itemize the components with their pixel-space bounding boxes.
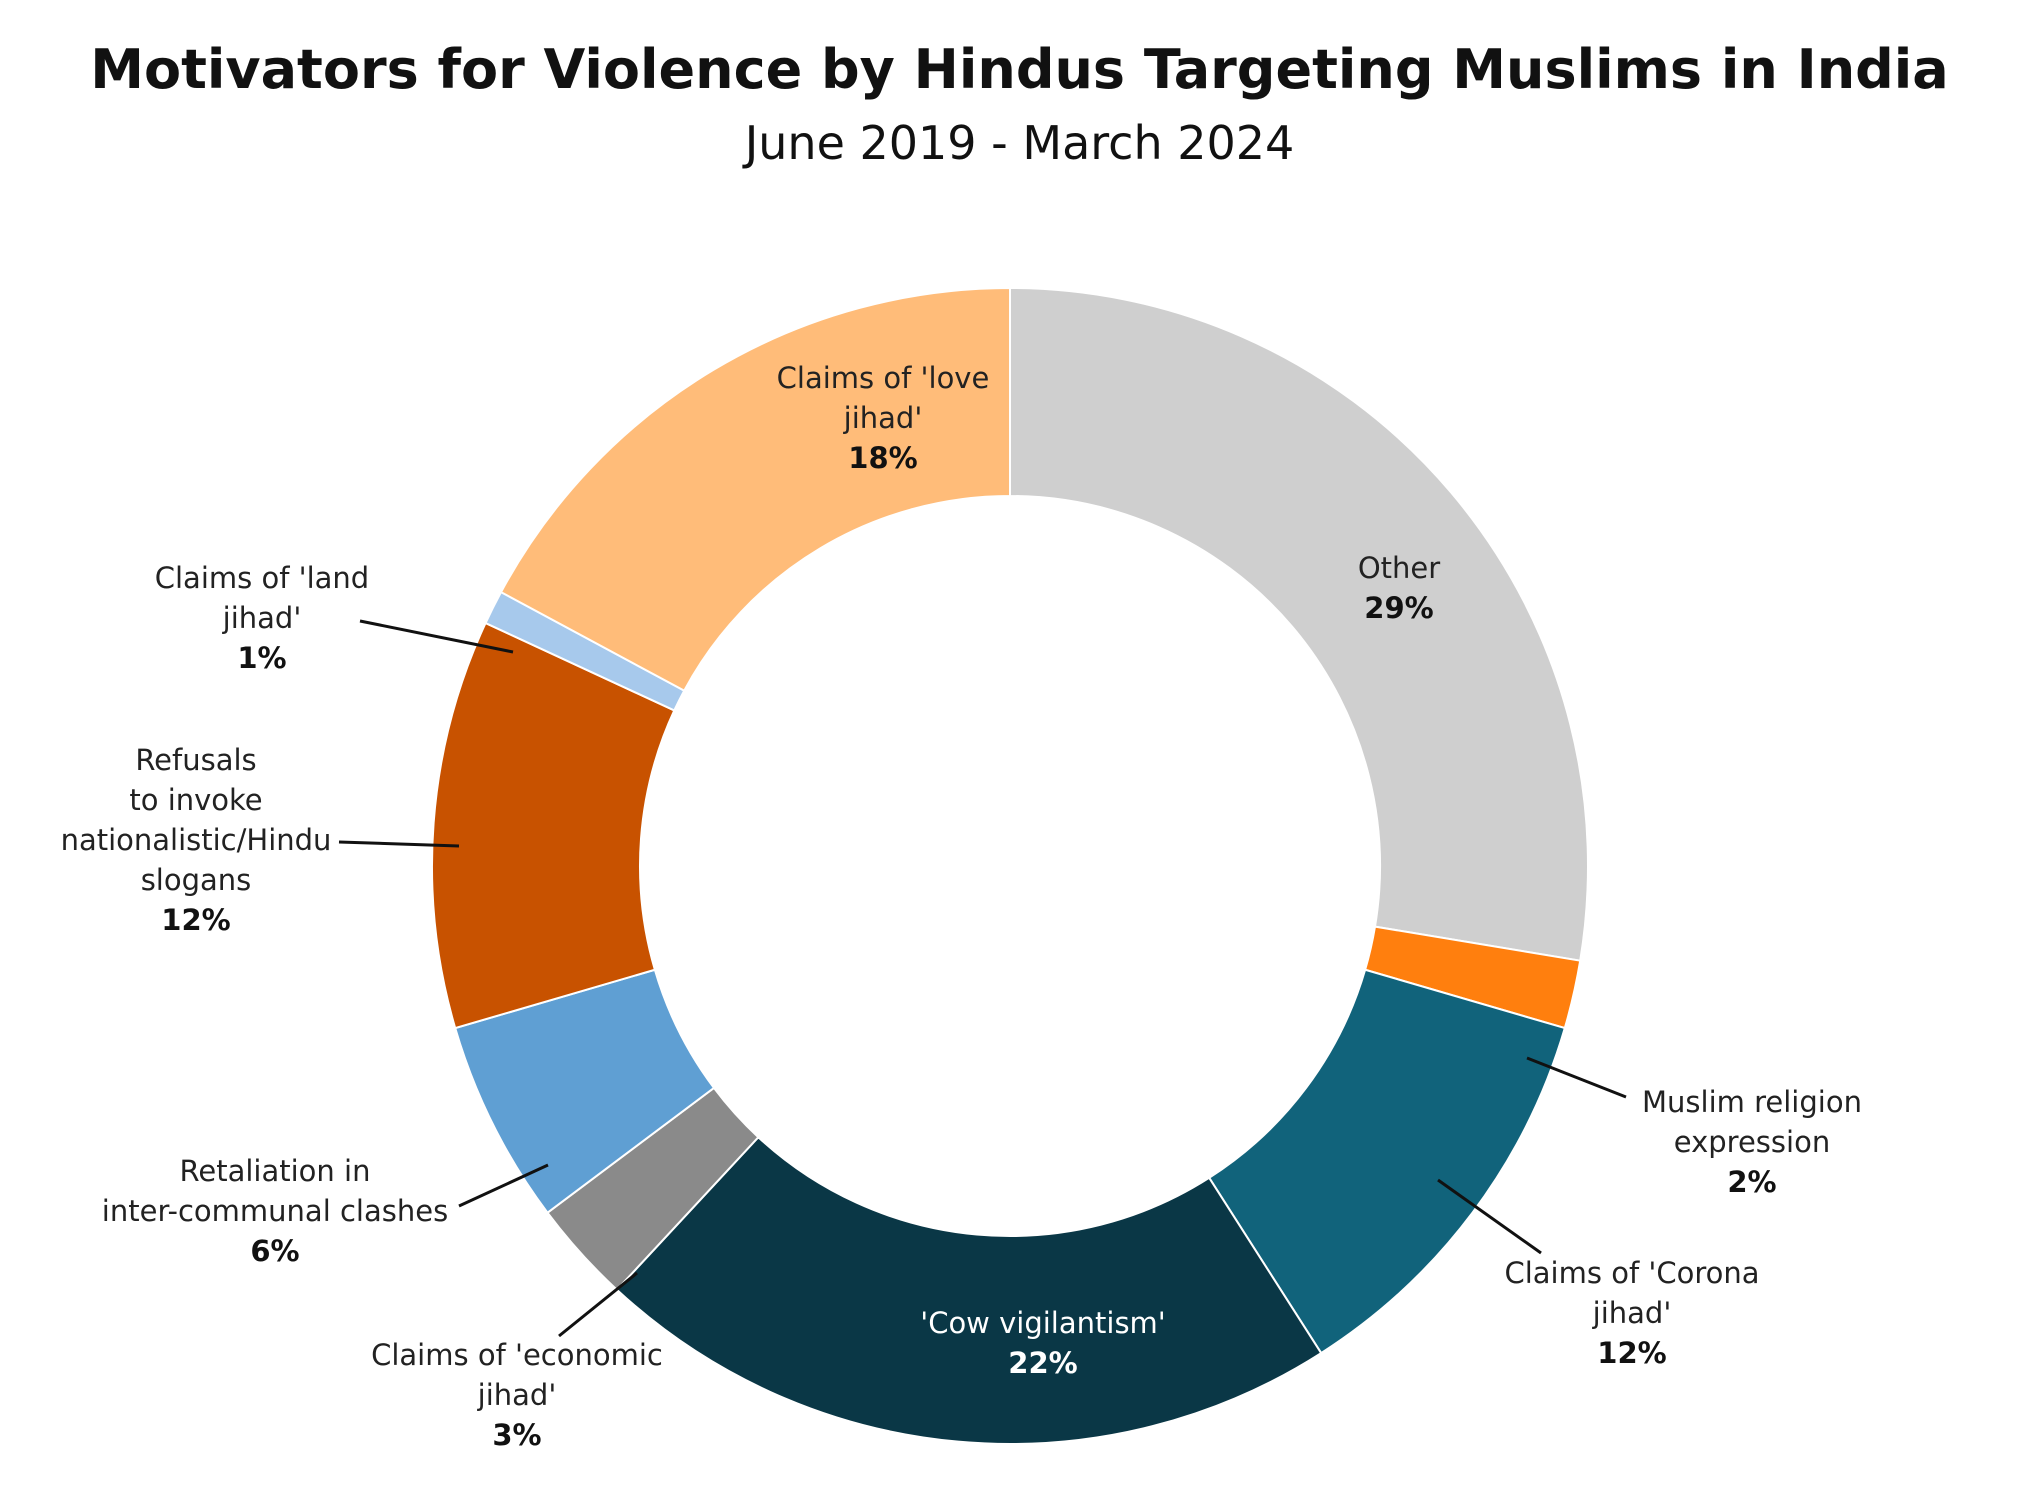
slice-value-refusals-to-invoke-nationalistic-hindu-slogans: 12% [161, 903, 230, 937]
slice-value-other: 29% [1364, 591, 1433, 625]
slice-label-claims-of-love-jihad-line-2: jihad' [843, 401, 923, 435]
leader-lines-group [338, 619, 1627, 1338]
slice-label-claims-of-love-jihad-line-1: Claims of 'love [777, 361, 990, 395]
labels-group: Other 29% Muslim religion expression 2% Claim… [61, 361, 1862, 1452]
slice-label-refusals-to-invoke-nationalistic-hindu-slogans-line-1: Refusals [135, 743, 256, 777]
slice-value-claims-of-land-jihad: 1% [237, 641, 286, 675]
slice-label-claims-of-land-jihad-line-2: jihad' [222, 601, 302, 635]
slice-cow-vigilantism [615, 1135, 1323, 1445]
slice-value-claims-of-corona-jihad: 12% [1597, 1336, 1666, 1370]
slice-label-refusals-to-invoke-nationalistic-hindu-slogans-line-2: to invoke [129, 783, 262, 817]
leader-line-claims-of-corona-jihad [1437, 1178, 1542, 1255]
slice-label-claims-of-land-jihad-line-1: Claims of 'land [155, 561, 369, 595]
chart-title: Motivators for Violence by Hindus Target… [90, 38, 1949, 101]
slices-group [431, 286, 1589, 1445]
slice-claims-of-love-jihad [499, 286, 1011, 693]
slice-label-cow-vigilantism-line-1: 'Cow vigilantism' [920, 1306, 1166, 1340]
slice-value-retaliation-in-inter-communal-clashes: 6% [250, 1234, 299, 1268]
slice-label-retaliation-in-inter-communal-clashes-line-1: Retaliation in [180, 1154, 371, 1188]
slice-label-claims-of-corona-jihad-line-1: Claims of 'Corona [1504, 1256, 1759, 1290]
slice-value-claims-of-economic-jihad: 3% [492, 1418, 541, 1452]
leader-line-refusals-to-invoke-nationalistic-hindu-slogans [338, 840, 460, 848]
slice-label-claims-of-economic-jihad-line-2: jihad' [477, 1378, 557, 1412]
chart-subtitle: June 2019 - March 2024 [744, 116, 1295, 170]
slice-value-muslim-religion-expression: 2% [1727, 1165, 1776, 1199]
slice-label-other-line-1: Other [1358, 551, 1440, 585]
leader-line-retaliation-in-inter-communal-clashes [458, 1163, 549, 1208]
leader-line-claims-of-economic-jihad [558, 1271, 638, 1338]
slice-label-claims-of-economic-jihad-line-1: Claims of 'economic [371, 1338, 663, 1372]
slice-label-refusals-to-invoke-nationalistic-hindu-slogans-line-4: slogans [141, 863, 252, 897]
slice-label-refusals-to-invoke-nationalistic-hindu-slogans-line-3: nationalistic/Hindu [61, 823, 332, 857]
slice-label-muslim-religion-expression-line-1: Muslim religion [1642, 1085, 1862, 1119]
slice-label-muslim-religion-expression-line-2: expression [1674, 1125, 1830, 1159]
slice-other [1009, 286, 1589, 962]
slice-value-cow-vigilantism: 22% [1008, 1346, 1077, 1380]
leader-line-claims-of-land-jihad [359, 619, 514, 654]
slice-label-retaliation-in-inter-communal-clashes-line-2: inter-communal clashes [102, 1194, 448, 1228]
slice-value-claims-of-love-jihad: 18% [848, 441, 917, 475]
slice-label-claims-of-corona-jihad-line-2: jihad' [1592, 1296, 1672, 1330]
leader-line-muslim-religion-expression [1526, 1056, 1627, 1099]
